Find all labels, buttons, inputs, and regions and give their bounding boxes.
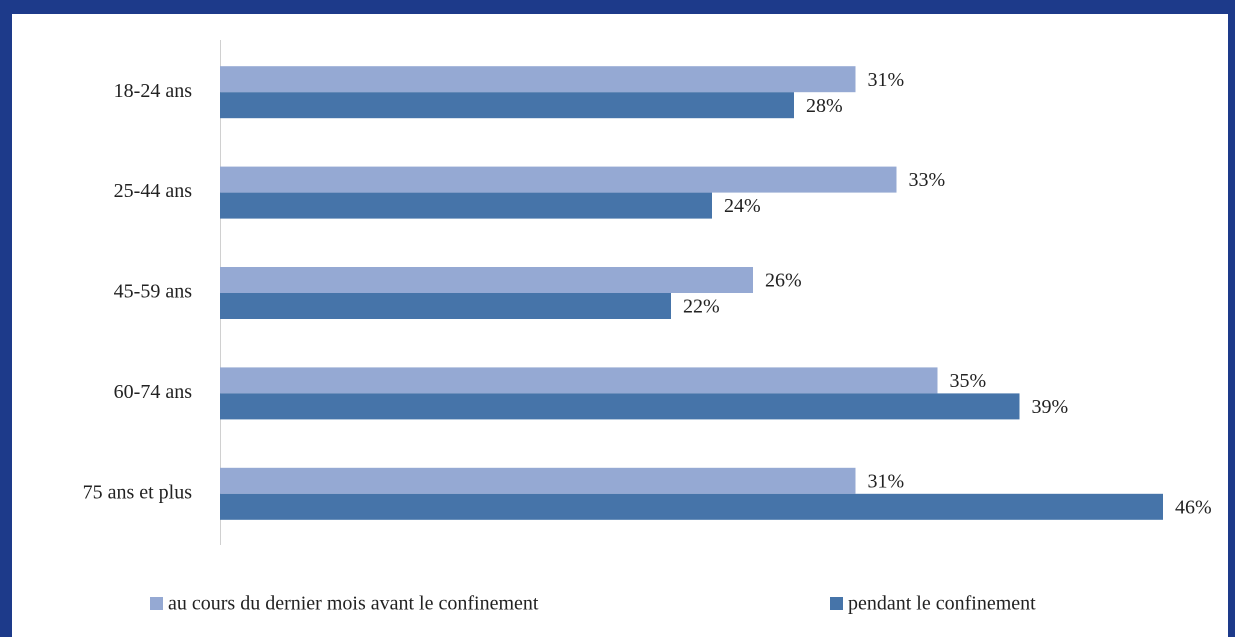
legend-swatch (830, 597, 843, 610)
y-tick-label: 18-24 ans (114, 80, 193, 102)
data-label: 46% (1175, 496, 1212, 518)
bar (220, 267, 753, 293)
bar (220, 293, 671, 319)
y-tick-label: 60-74 ans (114, 381, 193, 403)
y-tick-label: 75 ans et plus (83, 481, 193, 503)
bar (220, 92, 794, 119)
bar (220, 493, 1163, 520)
y-tick-label: 45-59 ans (114, 281, 193, 303)
data-label: 22% (683, 296, 720, 318)
data-label: 26% (765, 270, 802, 292)
bar (220, 393, 1020, 420)
legend-swatch (150, 597, 163, 610)
data-label: 33% (909, 169, 946, 191)
legend-label: au cours du dernier mois avant le confin… (168, 593, 539, 615)
bar (220, 367, 938, 394)
legend-label: pendant le confinement (848, 593, 1036, 615)
bar (220, 66, 856, 93)
data-label: 31% (868, 69, 905, 91)
data-label: 35% (950, 370, 987, 392)
data-label: 31% (868, 470, 905, 492)
bar (220, 467, 856, 494)
y-tick-label: 25-44 ans (114, 180, 193, 202)
bar (220, 166, 897, 193)
data-label: 39% (1032, 396, 1069, 418)
bar (220, 192, 712, 219)
data-label: 28% (806, 95, 843, 117)
data-label: 24% (724, 195, 761, 217)
